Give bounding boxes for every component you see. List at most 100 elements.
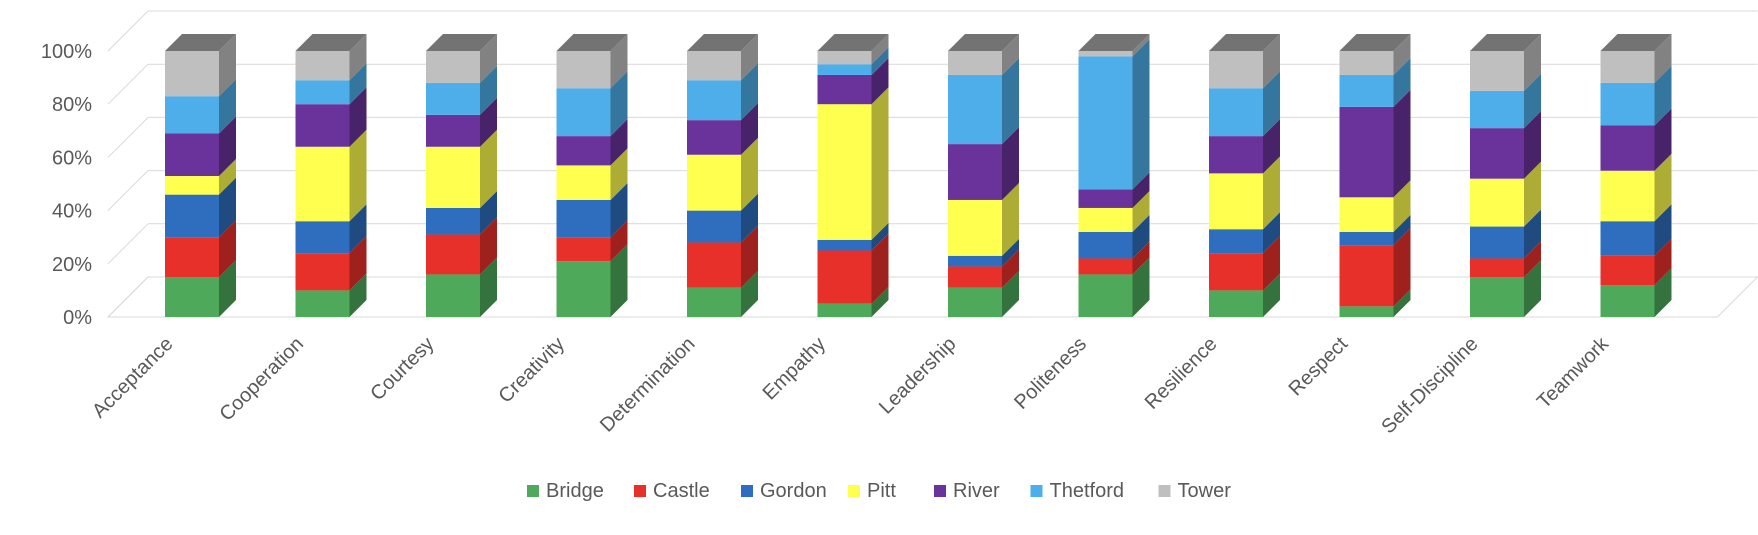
legend-item: Bridge xyxy=(527,480,604,502)
bar-segment-side xyxy=(1002,57,1019,145)
gridline-diagonal xyxy=(107,63,149,105)
bar-segment xyxy=(948,51,1002,75)
bar-segment-side xyxy=(1654,153,1672,222)
bar-segment-side xyxy=(349,273,367,317)
bar-segment xyxy=(295,51,350,81)
bar-segment-side xyxy=(1132,34,1150,57)
bar-top xyxy=(687,34,758,51)
bar-segment xyxy=(1600,82,1655,126)
bar-segment xyxy=(165,176,219,195)
bar-segment-side xyxy=(871,286,889,317)
bar-segment xyxy=(556,88,611,137)
bar-segment xyxy=(948,199,1002,256)
bar-segment xyxy=(426,207,480,235)
bar-segment xyxy=(1078,274,1133,317)
y-tick-label: 100% xyxy=(41,41,92,63)
gridline-diagonal xyxy=(107,10,149,52)
bar-segment xyxy=(687,120,741,155)
bar-segment xyxy=(556,199,611,238)
bar-stack xyxy=(556,34,628,317)
bar-segment xyxy=(948,74,1002,145)
x-tick-label: Politeness xyxy=(1010,333,1091,414)
bar-top xyxy=(817,34,889,51)
bar-segment xyxy=(295,290,350,317)
bar-segment-side xyxy=(349,34,367,81)
bar-segment xyxy=(1078,51,1133,57)
bar-segment-side xyxy=(1524,34,1541,91)
bar-segment-side xyxy=(741,63,758,121)
bar-segment xyxy=(948,266,1002,288)
bar-top xyxy=(1339,34,1411,51)
bar-segment-side xyxy=(1524,73,1541,129)
bar-segment-side xyxy=(480,257,497,317)
bar-segment-side xyxy=(480,34,497,83)
bar-segment xyxy=(687,51,741,81)
bar-segment xyxy=(1209,253,1263,291)
bar-stack xyxy=(687,34,758,317)
bar-segment-side xyxy=(480,129,497,208)
bar-segment-side xyxy=(610,148,628,200)
legend-item: Gordon xyxy=(741,480,827,502)
bar-segment-side xyxy=(1002,238,1019,267)
legend-swatch xyxy=(934,485,946,497)
bar-segment-side xyxy=(610,182,628,238)
bar-segment xyxy=(165,237,219,278)
bar-segment xyxy=(817,250,872,304)
bar-segment-side xyxy=(1002,249,1019,288)
bar-segment xyxy=(1209,290,1263,317)
bar-segment-side xyxy=(871,233,889,304)
bar-segment xyxy=(1339,231,1394,246)
legend-swatch xyxy=(527,485,539,497)
bar-top xyxy=(556,34,628,51)
legend-item: Tower xyxy=(1158,480,1231,502)
bar-segment-side xyxy=(219,34,236,97)
bar-segment xyxy=(1600,125,1655,171)
bar-segment-side xyxy=(1654,238,1672,286)
legend: Bridge Castle Gordon Pitt River Thetford Tower xyxy=(527,480,1231,502)
gridline-diagonal xyxy=(107,276,149,318)
bar-segment xyxy=(1339,197,1394,232)
x-tick-label: Resilience xyxy=(1141,333,1222,414)
bar-segment xyxy=(817,74,872,105)
bar-segment-side xyxy=(1263,119,1280,174)
bar-segment xyxy=(295,253,350,291)
bar-segment-side xyxy=(349,236,367,291)
legend-item: Pitt xyxy=(848,480,896,502)
bar-segment-side xyxy=(1263,71,1280,137)
bar-segment-side xyxy=(219,79,236,134)
bar-segment-side xyxy=(741,103,758,155)
bar-segment-side xyxy=(610,34,628,89)
bar-segment xyxy=(556,165,611,200)
bar-segment-side xyxy=(1132,214,1150,259)
bar-segment xyxy=(1600,170,1655,222)
y-tick-label: 80% xyxy=(52,94,92,116)
bar-stack xyxy=(295,34,367,317)
bar-segment-side xyxy=(1654,108,1672,171)
bar-segment-side xyxy=(1393,214,1411,246)
bar-segment xyxy=(1078,189,1133,208)
bar-segment-side xyxy=(480,65,497,115)
bar-segment xyxy=(1600,221,1655,256)
y-tick-label: 40% xyxy=(52,201,92,223)
x-tick-label: Respect xyxy=(1285,333,1353,401)
bar-segment-side xyxy=(741,193,758,243)
bar-segment-side xyxy=(871,222,889,251)
bar-segment-side xyxy=(349,129,367,222)
bar-segment xyxy=(1209,88,1263,137)
bar-segment-side xyxy=(1393,228,1411,307)
gridline-diagonal xyxy=(107,170,149,211)
bar-segment-side xyxy=(1263,236,1280,291)
legend-swatch xyxy=(1158,485,1171,497)
legend-swatch xyxy=(634,485,646,497)
bar-segment xyxy=(1078,207,1133,232)
bar-segment xyxy=(556,51,611,89)
bar-segment xyxy=(426,82,480,115)
bar-segment-side xyxy=(1393,89,1411,198)
bar-segment-side xyxy=(1524,260,1541,317)
bar-segment-side xyxy=(219,159,236,195)
bar-segment-side xyxy=(741,270,758,317)
bar-segment-side xyxy=(1524,241,1541,278)
x-tick-label: Teamwork xyxy=(1533,332,1614,413)
bar-segment xyxy=(295,80,350,105)
bar-segment-side xyxy=(219,220,236,278)
